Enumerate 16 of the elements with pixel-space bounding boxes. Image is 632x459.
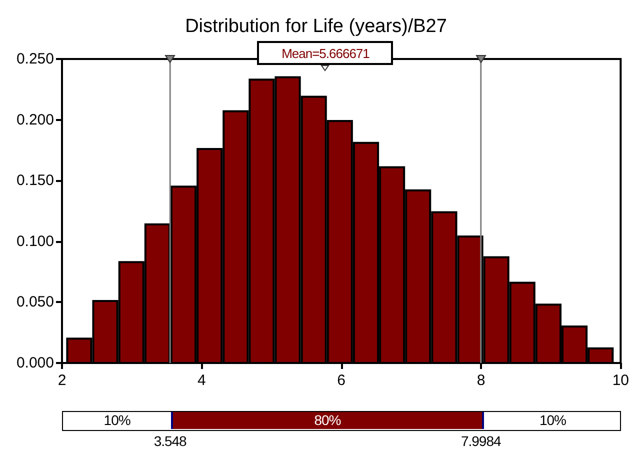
x-tick-label: 10 (612, 372, 629, 389)
x-tick-label: 6 (337, 372, 346, 389)
percentile-strip: 10% 80% 10% (62, 411, 621, 431)
y-tick-label: 0.050 (16, 294, 54, 311)
x-tick-label: 4 (197, 372, 206, 389)
y-tick-label: 0.150 (16, 172, 54, 190)
callout-box: Mean=5.666671 (257, 41, 394, 65)
text: 3.548 (152, 433, 188, 449)
y-tick-label: 0.100 (16, 232, 54, 250)
chart-title: Distribution for Life (years)/B27 (185, 16, 447, 37)
y-tick-label: 0.200 (16, 111, 54, 128)
text: 7.9984 (460, 433, 502, 449)
y-tick-label: 0.000 (16, 354, 54, 372)
x-tick-label: 2 (58, 372, 66, 389)
x-tick-label: 8 (476, 372, 486, 389)
y-tick-label: 0.250 (16, 50, 54, 68)
